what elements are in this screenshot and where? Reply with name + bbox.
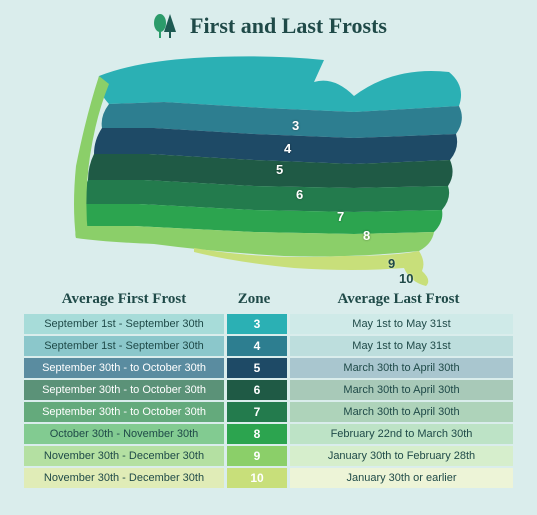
last-frost-cell: March 30th to April 30th	[290, 358, 513, 378]
map-zone-label-5: 5	[276, 162, 283, 177]
first-frost-cell: November 30th - December 30th	[24, 446, 224, 466]
map-zone-label-8: 8	[363, 228, 370, 243]
zone-cell: 10	[227, 468, 287, 488]
first-frost-cell: September 30th - to October 30th	[24, 358, 224, 378]
last-frost-cell: May 1st to May 31st	[290, 336, 513, 356]
col-header-first-frost: Average First Frost	[24, 291, 224, 308]
zone-cell: 4	[227, 336, 287, 356]
table-row: September 1st - September 30th4May 1st t…	[24, 336, 513, 356]
table-row: November 30th - December 30th9January 30…	[24, 446, 513, 466]
table-row: September 30th - to October 30th7March 3…	[24, 402, 513, 422]
table-row: September 30th - to October 30th5March 3…	[24, 358, 513, 378]
last-frost-cell: January 30th or earlier	[290, 468, 513, 488]
page-title: First and Last Frosts	[190, 13, 387, 39]
zone-cell: 5	[227, 358, 287, 378]
zone-cell: 6	[227, 380, 287, 400]
zone-cell: 8	[227, 424, 287, 444]
first-frost-cell: September 1st - September 30th	[24, 336, 224, 356]
map-zone-label-9: 9	[388, 256, 395, 271]
map-zone-label-7: 7	[337, 209, 344, 224]
zone-cell: 9	[227, 446, 287, 466]
table-row: October 30th - November 30th8February 22…	[24, 424, 513, 444]
table-row: September 1st - September 30th3May 1st t…	[24, 314, 513, 334]
frost-table: Average First Frost Zone Average Last Fr…	[0, 291, 537, 502]
last-frost-cell: March 30th to April 30th	[290, 402, 513, 422]
map-zone-label-6: 6	[296, 187, 303, 202]
header: First and Last Frosts	[0, 0, 537, 46]
first-frost-cell: September 30th - to October 30th	[24, 402, 224, 422]
first-frost-cell: September 1st - September 30th	[24, 314, 224, 334]
col-header-last-frost: Average Last Frost	[284, 291, 513, 308]
table-row: September 30th - to October 30th6March 3…	[24, 380, 513, 400]
zone-cell: 3	[227, 314, 287, 334]
first-frost-cell: October 30th - November 30th	[24, 424, 224, 444]
first-frost-cell: November 30th - December 30th	[24, 468, 224, 488]
last-frost-cell: March 30th to April 30th	[290, 380, 513, 400]
first-frost-cell: September 30th - to October 30th	[24, 380, 224, 400]
last-frost-cell: May 1st to May 31st	[290, 314, 513, 334]
map-zone-label-10: 10	[399, 271, 413, 286]
table-row: November 30th - December 30th10January 3…	[24, 468, 513, 488]
trees-icon	[150, 12, 180, 40]
zone-cell: 7	[227, 402, 287, 422]
col-header-zone: Zone	[224, 291, 284, 308]
table-header-row: Average First Frost Zone Average Last Fr…	[24, 291, 513, 308]
map-zone-label-3: 3	[292, 118, 299, 133]
us-map: 3456 7 8 9 10	[0, 46, 537, 291]
last-frost-cell: February 22nd to March 30th	[290, 424, 513, 444]
map-zone-label-4: 4	[284, 141, 291, 156]
last-frost-cell: January 30th to February 28th	[290, 446, 513, 466]
